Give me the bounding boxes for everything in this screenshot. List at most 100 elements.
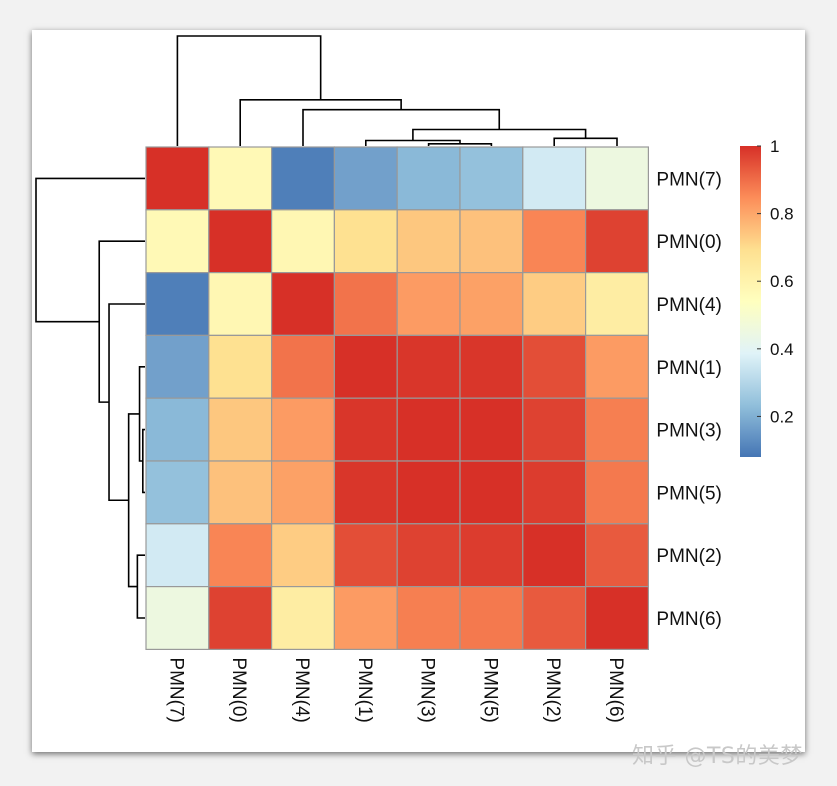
- heatmap-cell-0-5: [459, 146, 524, 211]
- row-label-4: PMN(3): [656, 421, 721, 442]
- row-label-2: PMN(4): [656, 295, 721, 316]
- heatmap-cell-2-1: [208, 272, 273, 337]
- heatmap-cell-6-3: [333, 523, 398, 588]
- heatmap-cell-0-7: [584, 146, 649, 211]
- heatmap-cell-4-1: [208, 397, 273, 462]
- heatmap-cell-6-2: [271, 523, 336, 588]
- heatmap-cell-4-3: [333, 397, 398, 462]
- watermark-text: 知乎 @TS的美梦: [632, 744, 803, 769]
- color-legend: 1 0.8 0.6 0.4 0.2: [740, 137, 794, 457]
- heatmap-cell-0-6: [522, 146, 587, 211]
- heatmap-cell-2-7: [584, 272, 649, 337]
- heatmap-cell-6-7: [584, 523, 649, 588]
- column-labels: PMN(7) PMN(0) PMN(4) PMN(1) PMN(3) PMN(5) PMN(…: [165, 657, 626, 722]
- legend-tick-label-4: 0.2: [770, 407, 794, 426]
- heatmap-cell-7-3: [333, 585, 398, 650]
- row-label-5: PMN(5): [656, 483, 721, 504]
- legend-tick-label-2: 0.6: [770, 272, 794, 291]
- heatmap-cell-0-4: [396, 146, 461, 211]
- heatmap-cell-2-4: [396, 272, 461, 337]
- heatmap-cell-0-2: [271, 146, 336, 211]
- heatmap-cell-1-0: [145, 209, 210, 274]
- heatmap-cell-0-3: [333, 146, 398, 211]
- heatmap-cell-1-5: [459, 209, 524, 274]
- column-dendrogram-link-5: [239, 99, 402, 146]
- heatmap-cell-5-4: [396, 460, 461, 525]
- heatmap-cell-5-3: [333, 460, 398, 525]
- heatmap-cell-2-5: [459, 272, 524, 337]
- row-labels: PMN(7) PMN(0) PMN(4) PMN(1) PMN(3) PMN(5) PMN(…: [656, 169, 721, 630]
- legend-tick-label-0: 1: [770, 137, 779, 156]
- row-dendrogram-link-6: [35, 177, 145, 323]
- row-dendrogram-link-5: [98, 240, 145, 403]
- heatmap-cell-3-7: [584, 334, 649, 399]
- heatmap-cell-6-1: [208, 523, 273, 588]
- heatmap-cell-3-3: [333, 334, 398, 399]
- heatmap-cell-5-0: [145, 460, 210, 525]
- heatmap-cell-7-4: [396, 585, 461, 650]
- heatmap-cell-2-6: [522, 272, 587, 337]
- heatmap-cell-3-1: [208, 334, 273, 399]
- column-label-2: PMN(4): [291, 657, 312, 722]
- heatmap-cell-1-6: [522, 209, 587, 274]
- heatmap-cell-7-2: [271, 585, 336, 650]
- heatmap-cell-5-5: [459, 460, 524, 525]
- chart-frame: PMN(7) PMN(0) PMN(4) PMN(1) PMN(3) PMN(5) PMN(…: [32, 30, 805, 752]
- heatmap-cell-2-0: [145, 272, 210, 337]
- heatmap-cell-1-2: [271, 209, 336, 274]
- row-dendrogram: [35, 177, 145, 619]
- row-label-6: PMN(2): [656, 546, 721, 567]
- heatmap-cell-1-3: [333, 209, 398, 274]
- heatmap-cell-1-1: [208, 209, 273, 274]
- heatmap-chart: PMN(7) PMN(0) PMN(4) PMN(1) PMN(3) PMN(5) PMN(…: [35, 35, 794, 723]
- heatmap-cell-1-7: [584, 209, 649, 274]
- heatmap-cell-3-2: [271, 334, 336, 399]
- heatmap-cell-4-7: [584, 397, 649, 462]
- legend-color-bar: [740, 146, 761, 457]
- heatmap-cell-3-4: [396, 334, 461, 399]
- column-dendrogram: [176, 35, 618, 146]
- heatmap-cell-2-3: [333, 272, 398, 337]
- heatmap-cell-7-0: [145, 585, 210, 650]
- heatmap-cell-6-0: [145, 523, 210, 588]
- heatmap-cell-5-7: [584, 460, 649, 525]
- row-label-3: PMN(1): [656, 358, 721, 379]
- heatmap-cell-6-5: [459, 523, 524, 588]
- column-label-5: PMN(5): [479, 657, 500, 722]
- heatmap-cell-4-6: [522, 397, 587, 462]
- row-label-1: PMN(0): [656, 232, 721, 253]
- heatmap-cell-5-1: [208, 460, 273, 525]
- column-label-1: PMN(0): [228, 657, 249, 722]
- row-dendrogram-link-0: [142, 428, 145, 494]
- heatmap-cell-5-6: [522, 460, 587, 525]
- column-dendrogram-link-0: [427, 143, 493, 146]
- heatmap-cells: [145, 146, 649, 650]
- column-label-0: PMN(7): [165, 657, 186, 722]
- heatmap-cell-5-2: [271, 460, 336, 525]
- column-label-7: PMN(6): [605, 657, 626, 722]
- heatmap-cell-1-4: [396, 209, 461, 274]
- heatmap-cell-7-7: [584, 585, 649, 650]
- column-dendrogram-link-2: [553, 137, 618, 146]
- heatmap-cell-0-1: [208, 146, 273, 211]
- heatmap-cell-2-2: [271, 272, 336, 337]
- heatmap-cell-6-4: [396, 523, 461, 588]
- column-dendrogram-link-6: [176, 35, 322, 146]
- heatmap-cell-4-2: [271, 397, 336, 462]
- heatmap-cell-3-6: [522, 334, 587, 399]
- heatmap-cell-7-1: [208, 585, 273, 650]
- heatmap-cell-3-0: [145, 334, 210, 399]
- heatmap-cell-4-0: [145, 397, 210, 462]
- legend-tick-label-3: 0.4: [770, 340, 794, 359]
- heatmap-cell-4-5: [459, 397, 524, 462]
- column-label-4: PMN(3): [417, 657, 438, 722]
- heatmap-cell-6-6: [522, 523, 587, 588]
- heatmap-cell-3-5: [459, 334, 524, 399]
- row-label-7: PMN(6): [656, 609, 721, 630]
- column-label-6: PMN(2): [542, 657, 563, 722]
- row-dendrogram-link-2: [136, 554, 145, 619]
- row-label-0: PMN(7): [656, 169, 721, 190]
- heatmap-cell-4-4: [396, 397, 461, 462]
- legend-tick-label-1: 0.8: [770, 205, 794, 224]
- heatmap-cell-7-5: [459, 585, 524, 650]
